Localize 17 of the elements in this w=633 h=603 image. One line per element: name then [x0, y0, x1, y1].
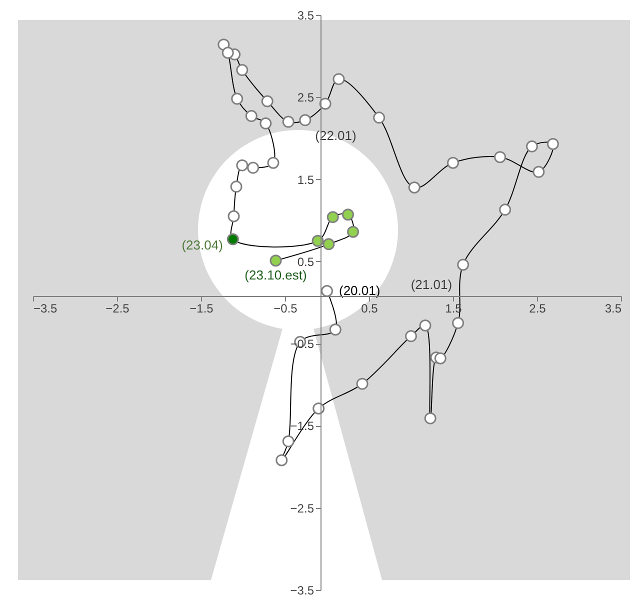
y-tick-label: −2.5: [290, 501, 314, 516]
annotation: (23.04): [182, 237, 223, 252]
y-tick-label: 0.5: [297, 254, 314, 269]
annotation: (23.10.est): [244, 268, 307, 283]
x-tick-label: −0.5: [274, 302, 298, 316]
x-tick-label: −3.5: [34, 302, 58, 316]
annotation: (20.01): [339, 283, 380, 298]
x-tick-label: 0.5: [361, 302, 378, 316]
x-tick-label: 3.5: [604, 302, 622, 316]
y-tick-label: 2.5: [297, 90, 314, 105]
y-tick-label: 1.5: [297, 172, 314, 187]
x-tick-label: 2.5: [529, 302, 546, 316]
x-tick-label: −2.5: [106, 302, 130, 316]
y-tick-label: 3.5: [297, 8, 314, 22]
annotation: (21.01): [410, 277, 452, 292]
y-tick-label: −3.5: [290, 584, 314, 598]
x-tick-label: −1.5: [190, 302, 214, 316]
